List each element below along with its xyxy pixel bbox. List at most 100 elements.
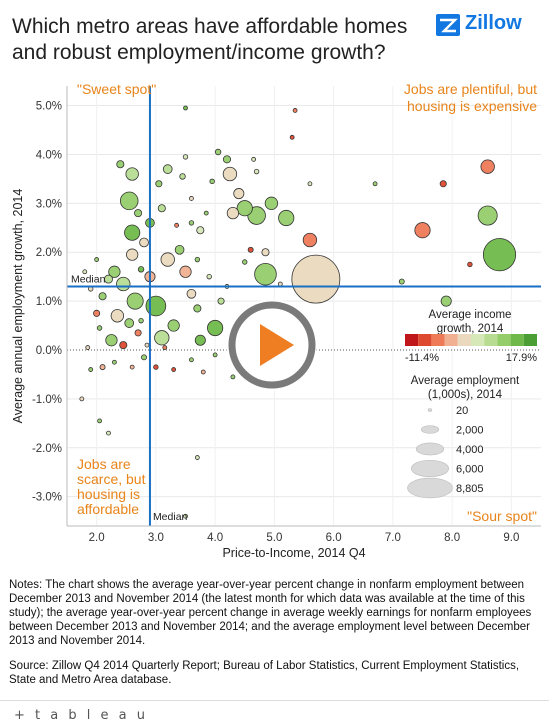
- data-point: [372, 181, 378, 187]
- tableau-logo[interactable]: + t a b l e a u: [14, 708, 148, 723]
- data-point: [134, 329, 142, 337]
- legend-size-swatch: [410, 459, 450, 478]
- data-point: [108, 265, 121, 278]
- data-point: [96, 325, 103, 331]
- data-point: [116, 276, 131, 292]
- data-point: [162, 164, 173, 174]
- median-label-vertical: Median: [153, 511, 188, 523]
- data-point: [167, 319, 180, 332]
- data-point: [188, 220, 195, 226]
- data-point: [110, 309, 125, 323]
- legend-size-swatch: [420, 425, 440, 434]
- y-tick-label: 0.0%: [36, 345, 62, 357]
- data-point: [182, 154, 189, 160]
- y-tick-label: -2.0%: [32, 443, 62, 455]
- data-point: [189, 196, 194, 201]
- data-point: [157, 204, 166, 213]
- data-point: [85, 345, 91, 350]
- data-point: [94, 257, 100, 262]
- legend-color-swatch: [418, 334, 432, 346]
- notes-section: Notes: The chart shows the average year-…: [9, 578, 545, 698]
- data-point: [222, 166, 238, 182]
- data-point: [138, 317, 144, 324]
- zillow-z-icon: [436, 14, 460, 36]
- data-point: [200, 369, 206, 375]
- data-point: [214, 148, 222, 156]
- corner-label-top-right: housing is expensive: [407, 98, 537, 114]
- data-point: [79, 396, 85, 402]
- data-point: [477, 205, 498, 226]
- corner-labels: "Sweet spot" Jobs are plentiful, buthousi…: [77, 81, 537, 524]
- data-point: [160, 252, 175, 267]
- legend-color-swatch: [510, 334, 524, 346]
- data-point: [289, 134, 295, 140]
- data-point: [251, 156, 257, 162]
- legend-color-min: -11.4%: [405, 352, 439, 364]
- y-tick-label: 1.0%: [36, 296, 62, 308]
- data-point: [171, 367, 177, 372]
- data-point: [116, 160, 125, 169]
- x-tick-label: 7.0: [385, 532, 401, 544]
- legend-color-swatch: [431, 334, 445, 346]
- data-point: [278, 209, 295, 227]
- data-point: [194, 256, 201, 263]
- data-point: [439, 180, 447, 188]
- data-point: [398, 278, 405, 285]
- x-tick-label: 6.0: [326, 532, 342, 544]
- data-point: [153, 364, 159, 370]
- y-tick-label: 2.0%: [36, 247, 62, 259]
- x-tick-label: 4.0: [207, 532, 223, 544]
- data-point: [482, 238, 517, 272]
- x-axis-label: Price-to-Income, 2014 Q4: [222, 546, 365, 560]
- data-point: [203, 210, 209, 216]
- data-point: [253, 168, 260, 175]
- data-point: [119, 191, 139, 211]
- legend-size-swatch: [427, 408, 433, 412]
- data-point: [254, 262, 277, 286]
- y-tick-label: -1.0%: [32, 394, 62, 406]
- axes: 5.0% 4.0% 3.0% 2.0% 1.0% 0.0% -1.0% -2.0% -3.0% 2…: [11, 86, 541, 560]
- corner-label-bottom-left: housing is: [77, 486, 140, 502]
- zillow-logo[interactable]: [435, 10, 545, 40]
- legend-color-swatch: [405, 334, 419, 346]
- data-point: [97, 418, 102, 424]
- data-point: [93, 309, 101, 317]
- y-tick-label: -3.0%: [32, 492, 62, 504]
- data-point: [82, 269, 88, 275]
- legend-size-label: 4,000: [456, 444, 484, 456]
- data-point: [112, 359, 117, 365]
- x-tick-label: 5.0: [266, 532, 282, 544]
- notes-text: Notes: The chart shows the average year-…: [9, 579, 532, 647]
- corner-label-sweet-spot: "Sweet spot": [77, 81, 156, 97]
- data-point: [291, 254, 341, 304]
- data-point: [226, 206, 240, 220]
- data-point: [98, 292, 107, 301]
- median-label-horizontal: Median: [71, 273, 106, 285]
- play-button[interactable]: [226, 299, 318, 391]
- data-point: [139, 237, 149, 248]
- corner-label-bottom-left: affordable: [77, 501, 139, 517]
- data-point: [194, 455, 200, 460]
- data-point: [212, 352, 218, 358]
- data-point: [126, 248, 139, 261]
- data-point: [124, 318, 135, 328]
- legend-color-swatch: [497, 334, 511, 346]
- scatter-chart: Median Median 5.0% 4.0% 3.0% 2.0% 1.0% 0.0% -1.…: [11, 81, 541, 560]
- corner-label-bottom-left: scarce, but: [77, 471, 146, 487]
- data-point: [217, 297, 225, 305]
- data-point: [307, 181, 313, 187]
- legend-size-title: Average employment: [411, 375, 520, 387]
- data-point: [209, 178, 215, 185]
- data-point: [179, 173, 186, 180]
- x-tick-label: 9.0: [503, 532, 519, 544]
- legend-color-swatch: [484, 334, 498, 346]
- data-point: [186, 288, 197, 299]
- data-point: [196, 226, 205, 235]
- data-point: [106, 430, 111, 436]
- data-point: [247, 246, 254, 253]
- footer: + t a b l e a u: [0, 700, 549, 727]
- data-point: [236, 200, 253, 217]
- data-point: [264, 196, 279, 210]
- data-point: [414, 222, 431, 239]
- data-point: [88, 367, 94, 372]
